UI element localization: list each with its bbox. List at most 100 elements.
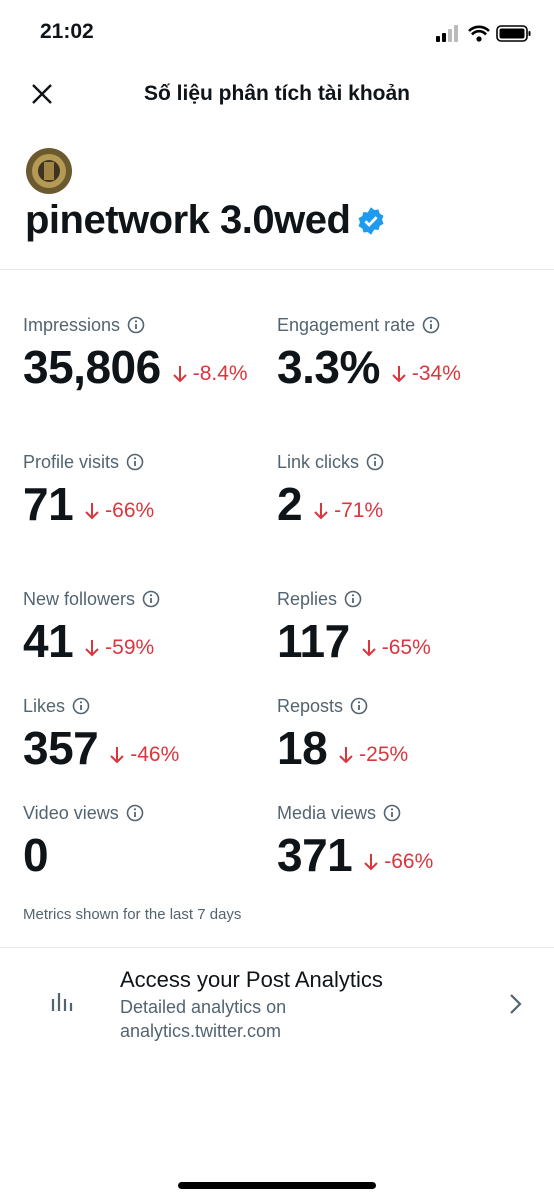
metric-value: 2: [277, 478, 303, 530]
account-name: pinetwork 3.0wed: [25, 198, 351, 242]
metric-label: New followers: [23, 588, 136, 609]
info-icon[interactable]: [72, 697, 90, 715]
info-icon[interactable]: [366, 453, 384, 471]
metric-label-row: Reposts: [277, 694, 517, 718]
metric-change-row: -59%: [85, 636, 154, 660]
metric-label-row: Media views: [277, 801, 517, 825]
metric-label-row: Replies: [277, 587, 517, 611]
metrics-note: Metrics shown for the last 7 days: [23, 906, 242, 923]
verified-badge: [358, 206, 384, 235]
divider: [0, 269, 554, 270]
status-time: 21:02: [40, 20, 94, 43]
metric-value: 0: [23, 829, 49, 881]
metric-value-row: 2 -71%: [277, 478, 517, 530]
info-icon[interactable]: [142, 590, 160, 608]
down-arrow: [362, 640, 376, 657]
metric: New followers 41 -59%: [23, 587, 263, 667]
metric-label: Media views: [277, 802, 377, 823]
metric-value-row: 71 -66%: [23, 478, 263, 530]
metric-change: -59%: [105, 636, 155, 659]
metric: Media views 371 -66%: [277, 801, 517, 882]
metric-label: Likes: [23, 695, 66, 716]
divider: [0, 947, 554, 948]
metric-label: Impressions: [23, 314, 121, 335]
metric-label-row: Likes: [23, 694, 263, 718]
metric-label: Profile visits: [23, 451, 120, 472]
info-icon[interactable]: [344, 590, 362, 608]
metric: Engagement rate 3.3% -34%: [277, 313, 517, 394]
analytics-icon: [51, 993, 73, 1011]
promo-subtitle: Detailed analytics on: [120, 997, 287, 1017]
metric: Link clicks 2 -71%: [277, 450, 517, 530]
metric-label-row: Link clicks: [277, 450, 517, 474]
metric-value-row: 117 -65%: [277, 615, 517, 667]
metric-label: Video views: [23, 802, 119, 823]
info-icon[interactable]: [126, 804, 144, 822]
metric-change: -46%: [130, 743, 180, 766]
metric-change-row: -66%: [85, 499, 154, 523]
metric-change: -34%: [411, 362, 461, 385]
metric-label-row: Impressions: [23, 313, 263, 337]
metric-value: 371: [277, 829, 353, 881]
metric: Profile visits 71 -66%: [23, 450, 263, 531]
metric-value: 35,806: [23, 341, 161, 393]
metric-value: 18: [277, 722, 328, 774]
metric: Video views 0: [23, 801, 263, 881]
metric-value-row: 41 -59%: [23, 615, 263, 667]
metric-value-row: 3.3% -34%: [277, 341, 517, 393]
metric-change-row: -46%: [110, 743, 179, 767]
metric-change-row: -8.4%: [172, 362, 248, 386]
metric: Replies 117 -65%: [277, 587, 517, 668]
metric-label: Reposts: [277, 695, 344, 716]
promo-title: Access your Post Analytics: [120, 967, 383, 992]
metric-label: Replies: [277, 588, 338, 609]
avatar[interactable]: [25, 147, 73, 195]
info-icon[interactable]: [383, 804, 401, 822]
metric-value: 71: [23, 478, 74, 530]
metric-change: -25%: [359, 743, 409, 766]
close-button[interactable]: [31, 83, 53, 105]
metric-value-row: 0: [23, 829, 263, 881]
metric-label-row: New followers: [23, 587, 263, 611]
metric-value-row: 371 -66%: [277, 829, 517, 881]
metric-label-row: Engagement rate: [277, 313, 517, 337]
header-title: Số liệu phân tích tài khoản: [143, 82, 411, 105]
down-arrow: [339, 747, 353, 764]
metric: Likes 357 -46%: [23, 694, 263, 775]
down-arrow: [85, 640, 99, 657]
metric-label: Engagement rate: [277, 314, 416, 335]
metric: Reposts 18 -25%: [277, 694, 517, 775]
metric: Impressions 35,806 -8.4%: [23, 313, 263, 394]
metric-change-row: -34%: [392, 362, 461, 386]
metric-label: Link clicks: [277, 451, 360, 472]
metric-change: -8.4%: [192, 362, 248, 385]
status-icons: [436, 25, 531, 42]
account-name-row: pinetwork 3.0wed: [25, 198, 386, 243]
down-arrow: [110, 747, 124, 764]
info-icon[interactable]: [127, 316, 145, 334]
metric-change: -71%: [334, 499, 384, 522]
metric-change-row: -71%: [314, 499, 383, 523]
metric-label-row: Video views: [23, 801, 263, 825]
metric-value: 41: [23, 615, 74, 667]
info-icon[interactable]: [126, 453, 144, 471]
metric-value: 3.3%: [277, 341, 380, 393]
metric-label-row: Profile visits: [23, 450, 263, 474]
metric-change: -65%: [381, 636, 431, 659]
info-icon[interactable]: [422, 316, 440, 334]
metric-value: 357: [23, 722, 99, 774]
metric-change-row: -65%: [362, 636, 431, 660]
metric-change-row: -25%: [339, 743, 408, 767]
down-arrow: [85, 503, 99, 520]
home-indicator: [178, 1182, 376, 1189]
metric-change: -66%: [105, 499, 155, 522]
info-icon[interactable]: [350, 697, 368, 715]
metric-value-row: 357 -46%: [23, 722, 263, 774]
down-arrow: [364, 854, 378, 871]
metric-change-row: -66%: [364, 850, 433, 874]
down-arrow: [392, 366, 406, 383]
promo-subtitle: analytics.twitter.com: [120, 1021, 282, 1041]
chevron: [510, 994, 522, 1014]
metric-value-row: 18 -25%: [277, 722, 517, 774]
